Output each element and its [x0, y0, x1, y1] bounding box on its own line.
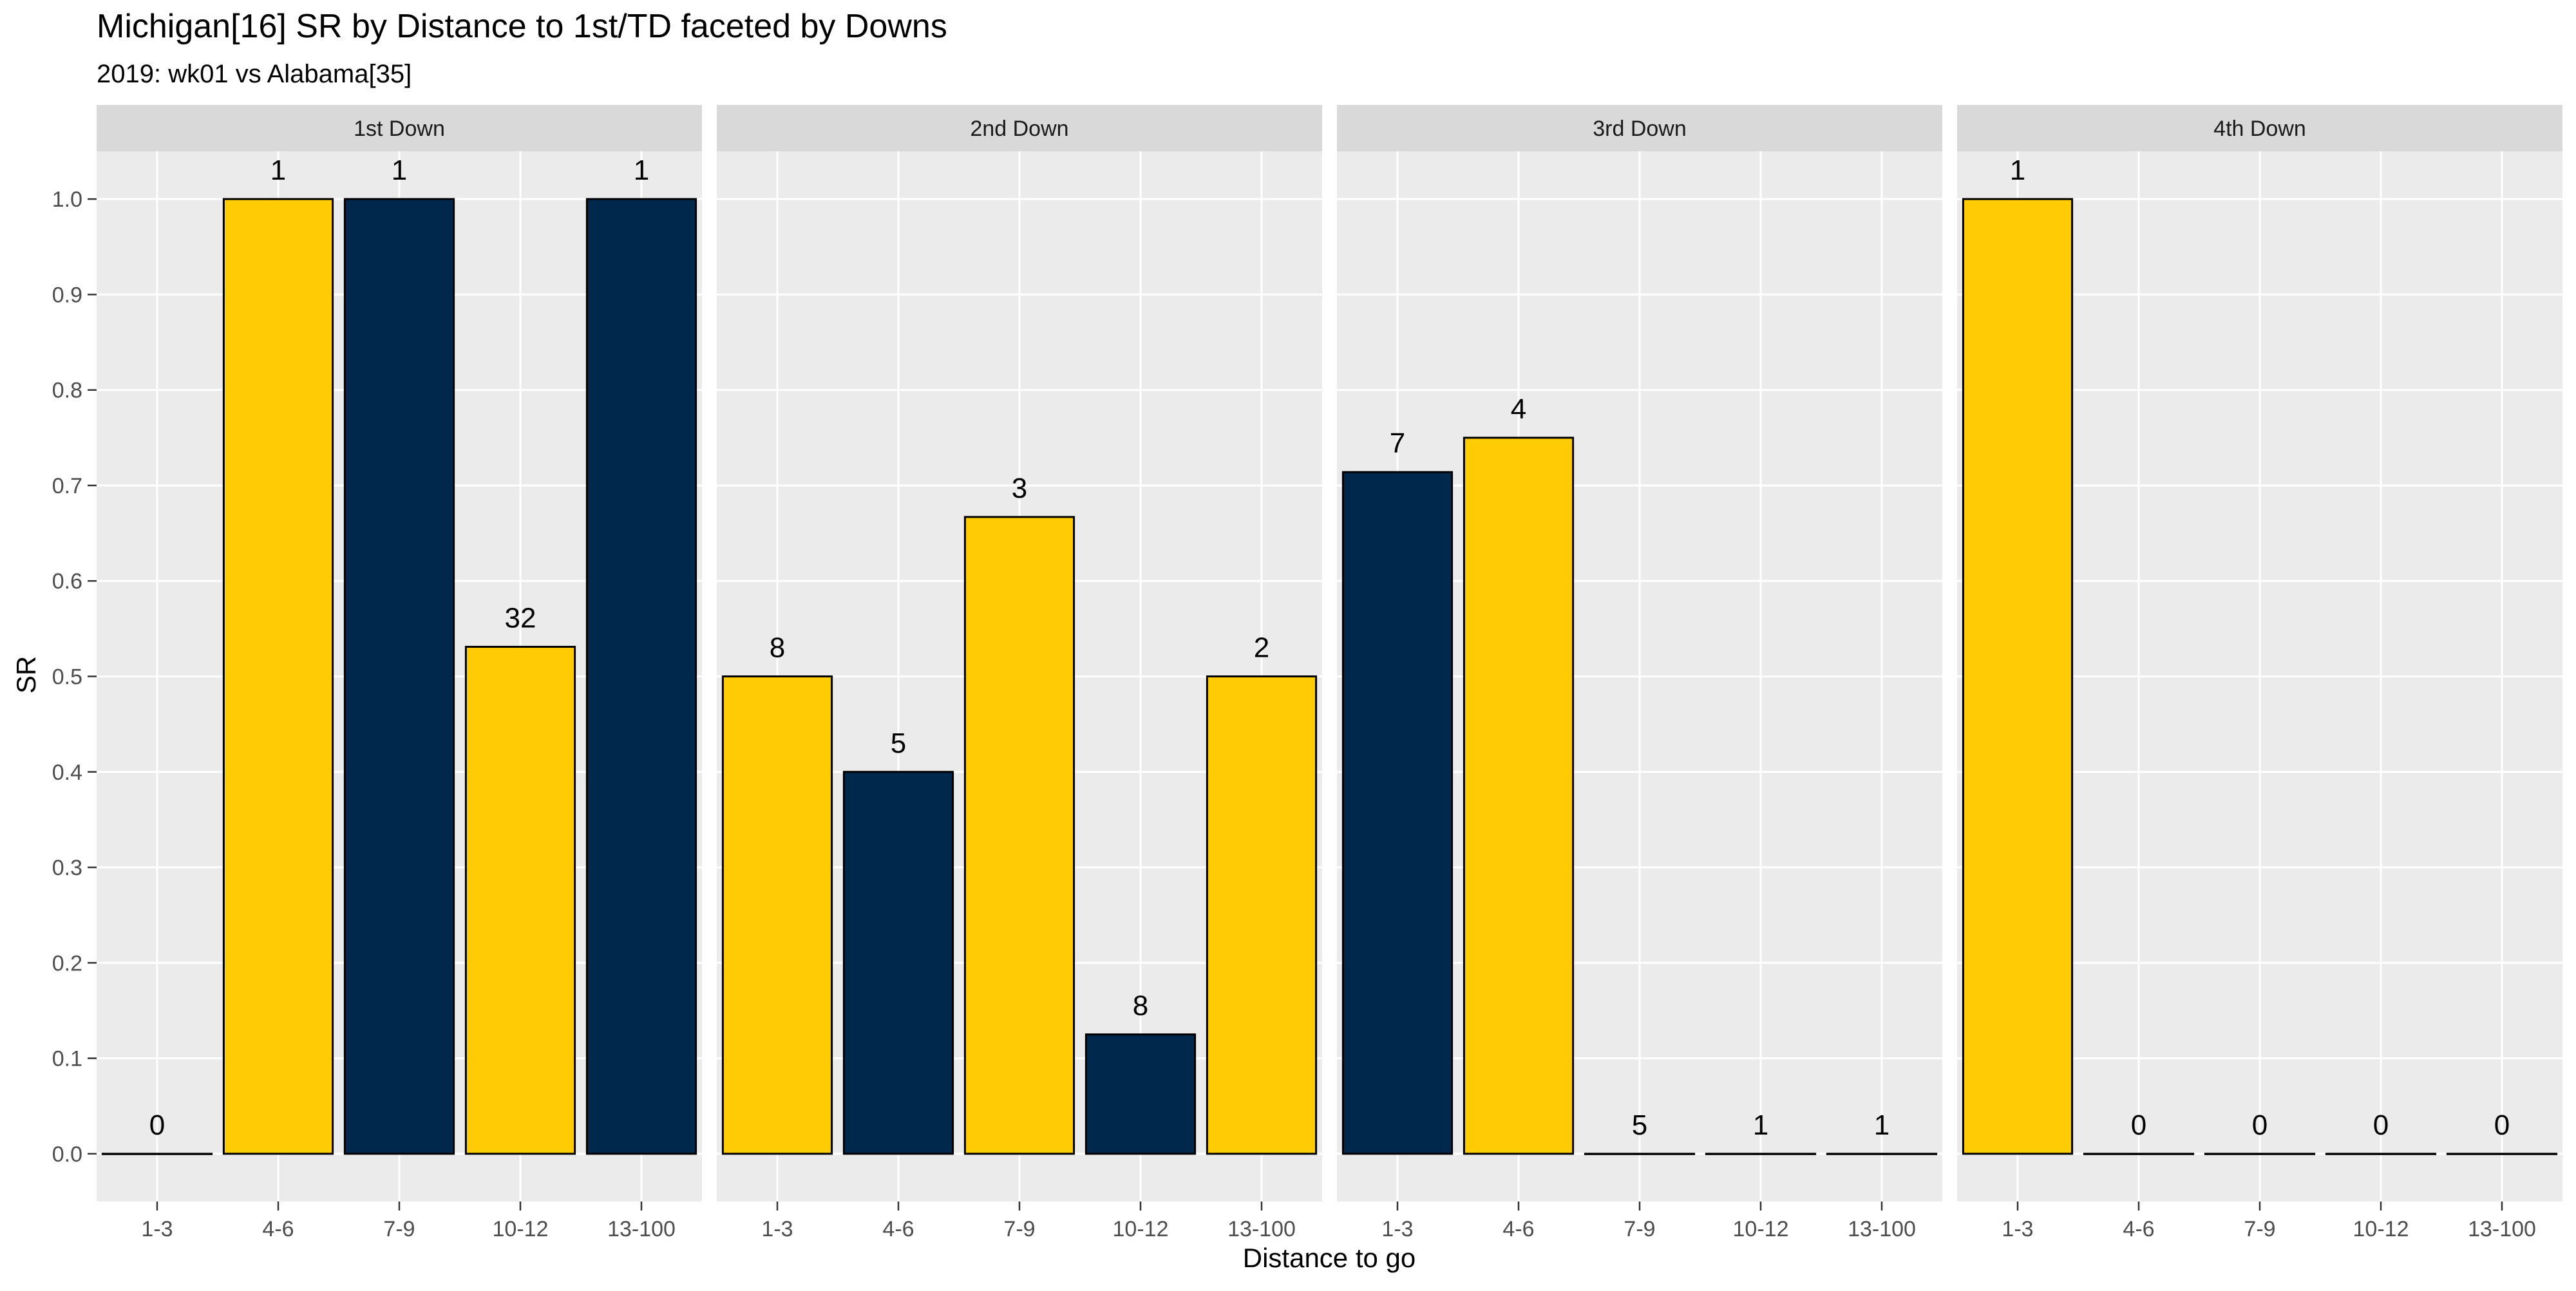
- bar-count-label: 1: [1753, 1109, 1768, 1141]
- bar: [1463, 437, 1575, 1155]
- x-tick-label: 7-9: [2244, 1217, 2275, 1241]
- bar-count-label: 8: [770, 632, 785, 664]
- facet-panel-4: 4th Down 1 1-3 0 4-6 0 7-9 0 10-12 0 13-100: [1957, 105, 2562, 1241]
- y-tick-label: 0.1: [52, 1047, 82, 1071]
- facet-strip: [717, 105, 1322, 151]
- bar-count-label: 1: [270, 155, 286, 186]
- x-tick-label: 4-6: [1502, 1217, 1534, 1241]
- x-tick-label: 10-12: [2353, 1217, 2409, 1241]
- x-tick-label: 7-9: [1003, 1217, 1035, 1241]
- x-tick-label: 1-3: [1381, 1217, 1413, 1241]
- bar-count-label: 2: [1254, 632, 1269, 664]
- bar: [1084, 1033, 1197, 1155]
- facet-strip-label: 4th Down: [2213, 117, 2306, 141]
- facet-strip-label: 2nd Down: [970, 117, 1068, 141]
- bar-count-label: 1: [634, 155, 649, 186]
- bar-count-label: 32: [505, 603, 536, 634]
- facet-panel-3: 3rd Down 7 1-3 4 4-6 5 7-9 1 10-12 1 13-100: [1337, 105, 1942, 1241]
- bar-count-label: 0: [2373, 1109, 2389, 1141]
- bar-count-label: 0: [149, 1109, 165, 1141]
- bar: [963, 516, 1075, 1155]
- x-tick-label: 13-100: [2468, 1217, 2536, 1241]
- x-tick-label: 4-6: [882, 1217, 914, 1241]
- facet-strip: [1337, 105, 1942, 151]
- bar: [842, 771, 954, 1155]
- x-tick-label: 13-100: [1227, 1217, 1296, 1241]
- bar: [585, 198, 697, 1155]
- bar: [721, 675, 833, 1155]
- y-tick-label: 0.2: [52, 951, 82, 975]
- x-axis-label: Distance to go: [1243, 1243, 1416, 1273]
- chart-title: Michigan[16] SR by Distance to 1st/TD fa…: [97, 8, 947, 45]
- bar: [464, 646, 576, 1155]
- bar-count-label: 4: [1511, 393, 1526, 425]
- x-tick-label: 1-3: [2002, 1217, 2033, 1241]
- y-tick-label: 0.6: [52, 569, 82, 594]
- bar-count-label: 0: [2494, 1109, 2510, 1141]
- y-tick-label: 0.4: [52, 760, 82, 785]
- facet-strip-label: 3rd Down: [1593, 117, 1687, 141]
- y-tick-label: 0.7: [52, 474, 82, 498]
- facet-panel-2: 2nd Down 8 1-3 5 4-6 3 7-9 8 10-12 2 13-100: [717, 105, 1322, 1241]
- bar-count-label: 8: [1133, 990, 1148, 1022]
- x-tick-label: 4-6: [262, 1217, 294, 1241]
- y-tick-label: 0.9: [52, 283, 82, 307]
- x-tick-label: 10-12: [1733, 1217, 1789, 1241]
- facet-strip: [97, 105, 702, 151]
- facet-panel-1: 1st Down 0 1-3 1 4-6 1 7-9 32 10-12 1 13-100: [97, 105, 702, 1241]
- bar-count-label: 3: [1012, 473, 1027, 504]
- x-tick-label: 4-6: [2123, 1217, 2154, 1241]
- y-tick-label: 0.5: [52, 665, 82, 690]
- x-tick-label: 7-9: [383, 1217, 415, 1241]
- bar: [222, 198, 334, 1155]
- y-tick-label: 1.0: [52, 187, 82, 212]
- bar-count-label: 0: [2252, 1109, 2268, 1141]
- bar: [1206, 675, 1318, 1155]
- y-axis: 0.0 0.1 0.2 0.3 0.4 0.5 0.6 0.7 0.8 0.9 1.0: [52, 187, 97, 1167]
- bar-count-label: 7: [1390, 428, 1405, 459]
- x-tick-label: 13-100: [1848, 1217, 1916, 1241]
- bar-count-label: 0: [2131, 1109, 2146, 1141]
- x-tick-label: 7-9: [1624, 1217, 1655, 1241]
- bar: [343, 198, 455, 1155]
- x-tick-label: 13-100: [607, 1217, 676, 1241]
- y-tick-label: 0.8: [52, 379, 82, 403]
- bar-count-label: 5: [891, 728, 906, 759]
- bar-count-label: 1: [2010, 155, 2025, 186]
- bar: [1962, 198, 2074, 1155]
- y-axis-label: SR: [11, 656, 41, 693]
- x-tick-label: 10-12: [493, 1217, 549, 1241]
- x-tick-label: 10-12: [1113, 1217, 1169, 1241]
- x-tick-label: 1-3: [141, 1217, 173, 1241]
- chart-subtitle: 2019: wk01 vs Alabama[35]: [97, 60, 412, 88]
- y-tick-label: 0.0: [52, 1142, 82, 1167]
- bar-count-label: 1: [1874, 1109, 1889, 1141]
- y-tick-label: 0.3: [52, 856, 82, 880]
- facet-strip: [1957, 105, 2562, 151]
- x-tick-label: 1-3: [761, 1217, 793, 1241]
- facet-strip-label: 1st Down: [354, 117, 445, 141]
- bar-count-label: 1: [392, 155, 407, 186]
- bar: [1341, 471, 1454, 1155]
- bar-count-label: 5: [1632, 1109, 1647, 1141]
